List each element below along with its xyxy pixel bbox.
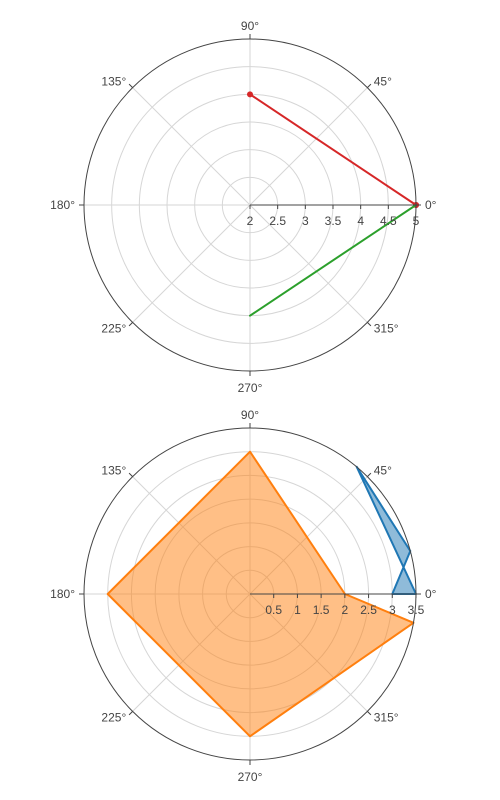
radial-tick-label: 2.5 xyxy=(360,603,377,617)
angular-tick-label: 315° xyxy=(374,322,399,336)
polar-chart-1: 2 2.5 3 3.5 4 4.5 5 0° 45° 90° 135° 180° 225° 270° 315… xyxy=(50,19,437,395)
angular-tick-label: 225° xyxy=(101,711,126,725)
angular-tick-label: 90° xyxy=(241,408,259,422)
angular-tick xyxy=(128,472,133,477)
radial-tick-label: 3.5 xyxy=(325,214,342,228)
angular-tick xyxy=(128,83,133,88)
angular-tick-label: 135° xyxy=(101,74,126,88)
radial-tick-label: 4 xyxy=(357,214,364,228)
angular-tick-label: 45° xyxy=(374,463,392,477)
radial-tick-label: 2 xyxy=(342,603,349,617)
radial-tick-label: 2.5 xyxy=(269,214,286,228)
angular-tick xyxy=(367,83,372,88)
radial-tick-label: 4.5 xyxy=(380,214,397,228)
grid-spoke xyxy=(132,204,251,323)
angular-tick xyxy=(367,322,372,327)
angular-tick xyxy=(128,711,133,716)
angular-tick-label: 225° xyxy=(101,322,126,336)
angular-tick xyxy=(367,472,372,477)
angular-tick-label: 315° xyxy=(374,711,399,725)
grid-spoke xyxy=(249,204,368,323)
angular-tick xyxy=(128,322,133,327)
angular-tick xyxy=(367,711,372,716)
grid-spoke xyxy=(249,87,368,206)
angular-tick-label: 135° xyxy=(101,463,126,477)
polar-chart-2: 0.5 1 1.5 2 2.5 3 3.50° 45° 90° 135° 180° 225° 270° 3… xyxy=(50,408,437,784)
radial-tick-label: 0.5 xyxy=(265,603,282,617)
radial-tick-label: 2 xyxy=(247,214,254,228)
grid-spoke xyxy=(132,87,251,206)
angular-tick-label: 270° xyxy=(238,770,263,784)
radial-tick-label: 1.5 xyxy=(313,603,330,617)
angular-tick-label: 0° xyxy=(425,198,437,212)
angular-tick-label: 180° xyxy=(50,587,75,601)
angular-tick-label: 90° xyxy=(241,19,259,33)
angular-tick-label: 0° xyxy=(425,587,437,601)
radial-tick-label: 3 xyxy=(389,603,396,617)
angular-tick-label: 45° xyxy=(374,74,392,88)
radial-tick-label: 5 xyxy=(413,214,420,228)
series-1-point xyxy=(247,91,253,98)
series-1-area xyxy=(249,93,417,206)
series-2-area xyxy=(249,204,417,317)
radial-tick-label: 3.5 xyxy=(408,603,425,617)
radial-tick-label: 1 xyxy=(294,603,301,617)
radial-tick-label: 3 xyxy=(302,214,309,228)
angular-tick-label: 270° xyxy=(238,381,263,395)
series-1-area xyxy=(355,465,417,595)
angular-tick-label: 180° xyxy=(50,198,75,212)
